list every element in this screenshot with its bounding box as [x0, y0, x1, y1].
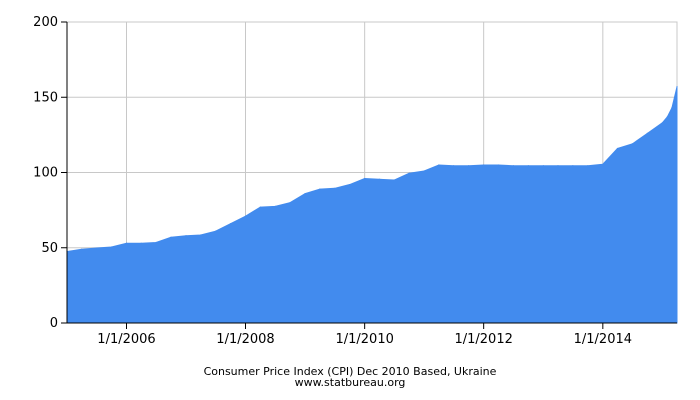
data-point: [81, 248, 83, 250]
data-point: [616, 147, 619, 150]
x-tick-label: 1/1/2012: [454, 332, 512, 347]
chart-subtitle: www.statbureau.org: [295, 376, 406, 389]
data-point: [229, 223, 232, 225]
data-point: [671, 107, 673, 109]
x-tick-label: 1/1/2010: [335, 332, 393, 347]
data-point: [542, 165, 544, 167]
data-point: [661, 122, 663, 124]
data-point: [125, 242, 128, 244]
y-tick-label: 50: [41, 241, 58, 256]
data-point: [289, 202, 291, 204]
chart-title: Consumer Price Index (CPI) Dec 2010 Base…: [204, 365, 497, 378]
data-point: [378, 178, 380, 180]
data-point: [334, 187, 336, 189]
data-point: [408, 172, 410, 174]
plot-area: [66, 86, 678, 324]
data-point: [646, 132, 648, 134]
data-point: [364, 177, 366, 180]
data-point: [438, 164, 440, 166]
data-point: [666, 116, 668, 118]
data-point: [349, 183, 351, 186]
y-tick-label: 100: [33, 166, 58, 181]
x-tick-label: 1/1/2014: [574, 332, 632, 347]
data-point: [155, 241, 157, 244]
y-tick-label: 0: [50, 316, 58, 331]
data-point: [214, 230, 217, 232]
data-point: [587, 165, 589, 167]
data-point: [423, 170, 425, 172]
data-point: [170, 236, 172, 238]
data-point: [557, 165, 559, 167]
data-point: [631, 143, 633, 145]
data-point: [319, 188, 321, 190]
data-point: [512, 165, 514, 167]
data-point: [572, 165, 574, 167]
data-point: [140, 242, 142, 244]
data-point: [200, 234, 202, 236]
x-tick-label: 1/1/2008: [216, 332, 274, 347]
y-tick-label: 200: [33, 15, 58, 30]
data-point: [244, 215, 247, 217]
data-point: [453, 165, 455, 167]
x-tick-label: 1/1/2006: [97, 332, 155, 347]
data-point: [527, 165, 529, 167]
y-axis-ticks: 0 50 100 150 200: [33, 15, 67, 331]
y-tick-label: 150: [33, 90, 58, 105]
x-axis-ticks: 1/1/2006 1/1/2008 1/1/2010 1/1/2012 1/1/2014: [97, 323, 632, 347]
data-point: [676, 86, 678, 88]
data-point: [185, 235, 187, 237]
data-point: [497, 164, 500, 166]
data-point: [259, 206, 261, 208]
data-point: [304, 192, 306, 195]
data-point: [393, 179, 395, 181]
data-point: [483, 164, 485, 166]
data-point: [95, 247, 98, 249]
data-point: [274, 205, 276, 207]
data-point: [468, 165, 470, 167]
data-point: [110, 246, 113, 248]
data-point: [602, 163, 604, 165]
